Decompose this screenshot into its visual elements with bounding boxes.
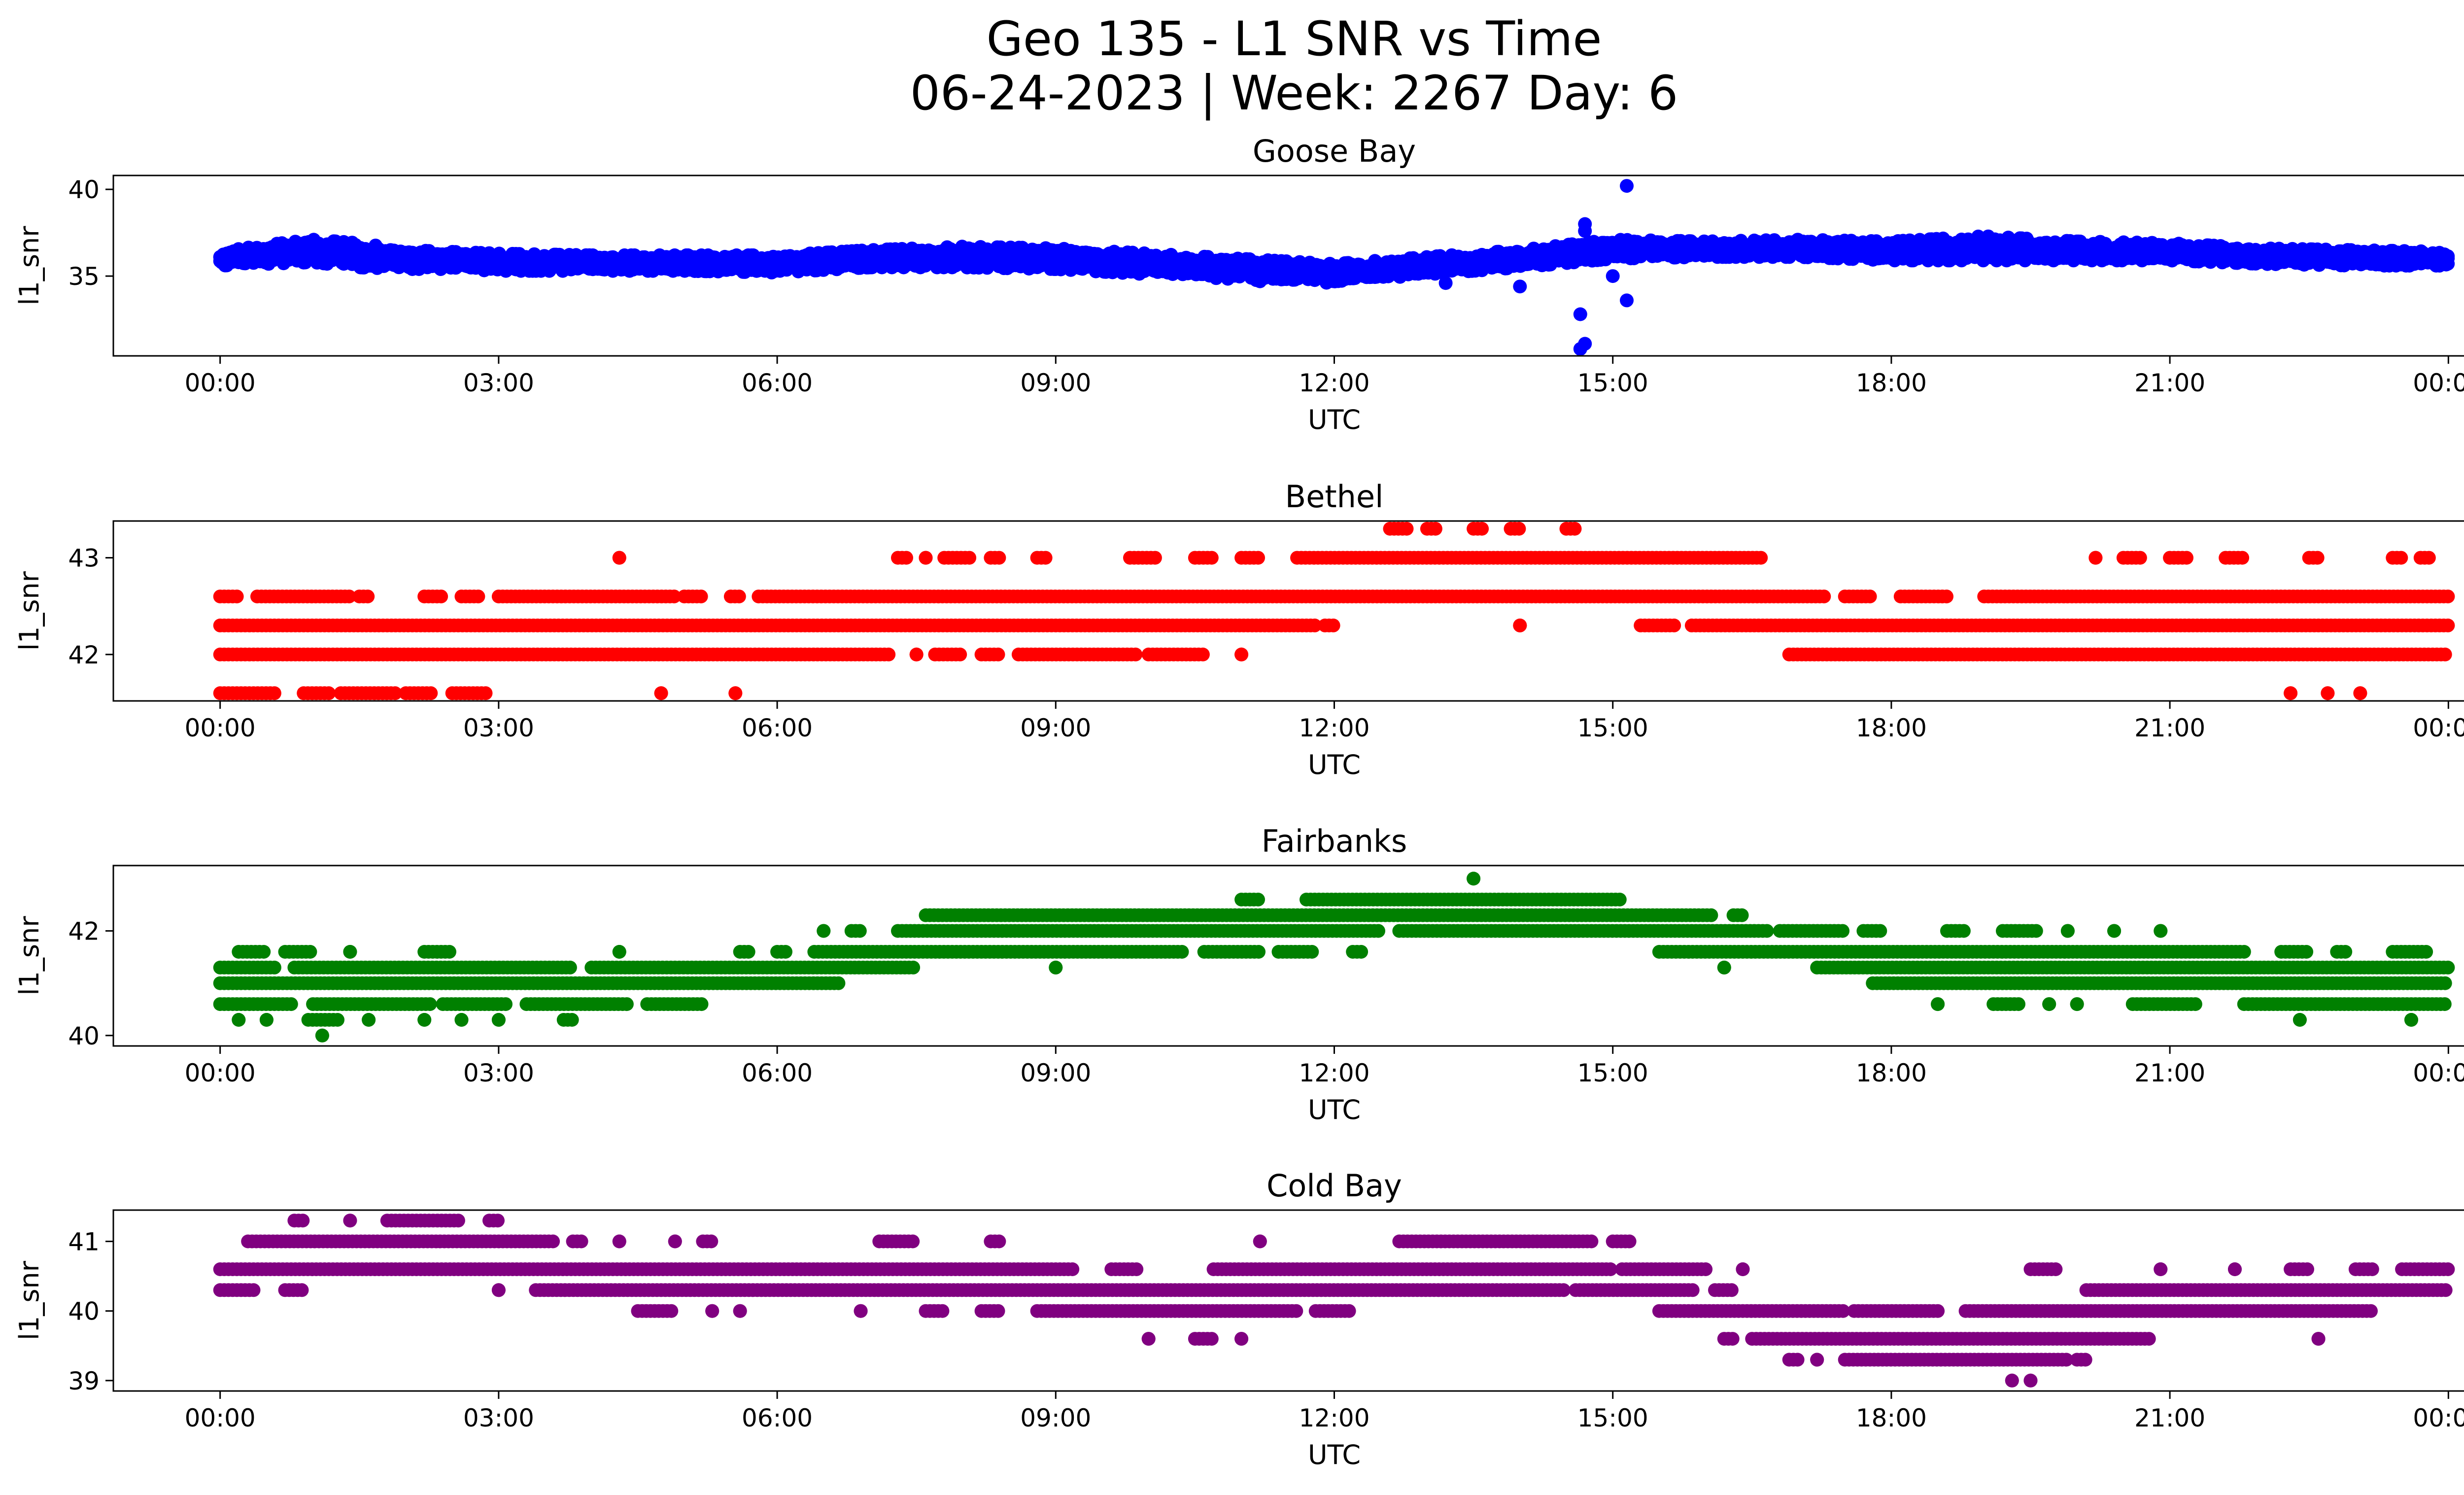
data-point: [1196, 647, 1210, 661]
figure-title-line-1: Geo 135 - L1 SNR vs Time: [987, 11, 1602, 67]
data-point: [953, 647, 967, 661]
y-tick-label: 40: [68, 175, 100, 204]
data-point: [267, 686, 281, 700]
data-point-outlier: [1578, 224, 1592, 238]
data-point-outlier: [1620, 293, 1634, 308]
x-tick-label: 15:00: [1577, 369, 1648, 397]
data-point: [991, 647, 1005, 661]
data-point-outlier: [1578, 337, 1592, 351]
x-tick-label: 06:00: [742, 369, 813, 397]
data-point-outlier: [1438, 276, 1453, 290]
data-point: [2441, 257, 2455, 271]
data-point-outlier: [1606, 269, 1620, 283]
panel-bethel: 00:00 03:00 06:00 09:00 12:00 15:00 18:00 21:00…: [14, 479, 2464, 780]
data-point-outlier: [1513, 279, 1527, 294]
data-point: [909, 647, 924, 661]
data-point: [2438, 647, 2452, 661]
data-point: [2353, 686, 2367, 700]
subplot-panels: 00:00 03:00 06:00 09:00 12:00 15:00 18:00 21:00…: [14, 133, 2464, 1470]
panel-goose-bay: 00:00 03:00 06:00 09:00 12:00 15:00 18:00 21:00…: [14, 133, 2464, 435]
data-points-goose-bay: [213, 179, 2455, 356]
data-point: [882, 647, 896, 661]
data-point: [424, 686, 438, 700]
data-point: [2284, 686, 2298, 700]
data-point-outlier: [1620, 179, 1634, 193]
data-point: [479, 686, 493, 700]
data-point-outlier: [1573, 307, 1587, 321]
data-point-outlier: [1253, 274, 1267, 288]
x-tick-label: 00:00: [2413, 369, 2464, 397]
data-point: [388, 686, 402, 700]
x-tick-label: 00:00: [185, 369, 256, 397]
data-point: [322, 686, 336, 700]
subplot-title: Goose Bay: [1253, 133, 1416, 169]
data-point: [728, 686, 743, 700]
y-axis-label: l1_snr: [14, 226, 45, 306]
x-tick-label: 18:00: [1856, 369, 1927, 397]
data-points-bethel: [213, 522, 2455, 700]
x-axis-label: UTC: [1308, 404, 1361, 435]
data-point: [654, 686, 668, 700]
data-point: [1234, 647, 1249, 661]
x-tick-label: 03:00: [463, 369, 534, 397]
x-tick-label: 12:00: [1299, 369, 1369, 397]
data-point: [1129, 647, 1143, 661]
y-tick-label: 35: [68, 262, 100, 291]
data-point: [2321, 686, 2335, 700]
x-tick-label: 21:00: [2134, 369, 2205, 397]
x-tick-label: 09:00: [1020, 369, 1091, 397]
figure-title-line-2: 06-24-2023 | Week: 2267 Day: 6: [910, 66, 1678, 121]
